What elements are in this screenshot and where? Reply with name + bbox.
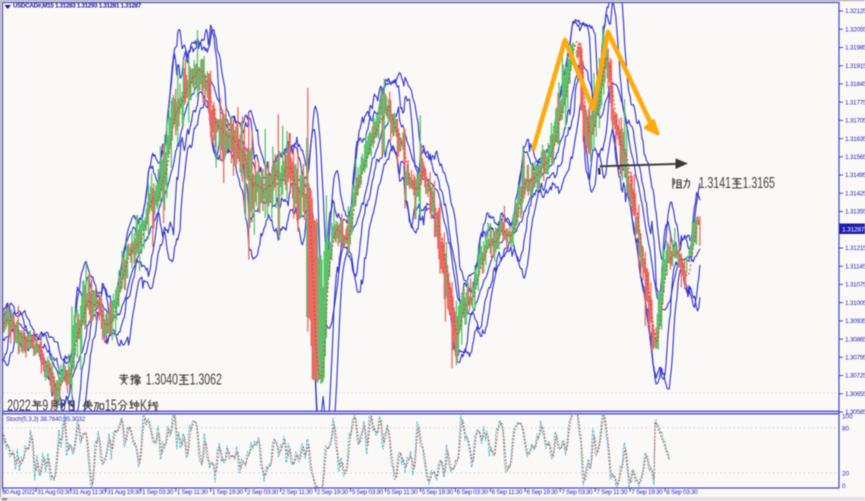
svg-text:1.31705: 1.31705 (845, 118, 865, 125)
svg-text:1.30865: 1.30865 (845, 336, 865, 343)
svg-text:1.30585: 1.30585 (845, 409, 865, 416)
svg-text:USDCAD#,M15 1.31283 1.31293 1: USDCAD#,M15 1.31283 1.31293 1.31281 1.31… (13, 3, 142, 10)
svg-text:7 Sep 11:30: 7 Sep 11:30 (596, 489, 627, 496)
svg-text:2022: 2022 (7, 396, 30, 414)
svg-text:1.31215: 1.31215 (845, 245, 865, 252)
svg-text:1.31985: 1.31985 (845, 45, 865, 52)
svg-text:7 Sep 19:30: 7 Sep 19:30 (631, 489, 663, 496)
svg-text:1 Sep 11:30: 1 Sep 11:30 (177, 489, 208, 496)
svg-text:1.32055: 1.32055 (845, 26, 865, 33)
svg-text:5 Sep 19:30: 5 Sep 19:30 (422, 489, 454, 496)
svg-text:31 Aug 19:30: 31 Aug 19:30 (107, 489, 142, 496)
svg-text:1.31005: 1.31005 (845, 300, 865, 307)
svg-text:1.32125: 1.32125 (845, 8, 865, 15)
svg-text:7 Sep 03:30: 7 Sep 03:30 (561, 489, 593, 496)
svg-text:9: 9 (42, 396, 48, 414)
svg-text:1.3040: 1.3040 (146, 370, 178, 388)
svg-text:1.30935: 1.30935 (845, 318, 865, 325)
svg-text:8 Sep 03:30: 8 Sep 03:30 (666, 489, 698, 496)
svg-text:Stoch(5,3,3) 38.7640 35.3032: Stoch(5,3,3) 38.7640 35.3032 (6, 416, 86, 423)
svg-text:6 Sep 03:30: 6 Sep 03:30 (457, 489, 489, 496)
svg-text:1 Sep 19:30: 1 Sep 19:30 (212, 489, 244, 496)
svg-text:2 Sep 19:30: 2 Sep 19:30 (317, 489, 349, 496)
svg-text:1.31565: 1.31565 (845, 154, 865, 161)
svg-text:6 Sep 11:30: 6 Sep 11:30 (492, 489, 523, 496)
svg-text:5 Sep 03:30: 5 Sep 03:30 (352, 489, 384, 496)
svg-text:8: 8 (60, 396, 66, 414)
svg-text:1.31145: 1.31145 (845, 263, 865, 270)
svg-text:1.31495: 1.31495 (845, 172, 865, 179)
svg-text:31 Aug 11:30: 31 Aug 11:30 (72, 489, 106, 496)
svg-text:1 Sep 03:30: 1 Sep 03:30 (142, 489, 174, 496)
svg-text:80: 80 (842, 426, 850, 433)
svg-text:2 Sep 03:30: 2 Sep 03:30 (247, 489, 279, 496)
svg-text:0: 0 (842, 483, 846, 490)
svg-text:1.31075: 1.31075 (845, 282, 865, 289)
svg-text:5 Sep 11:30: 5 Sep 11:30 (387, 489, 418, 496)
svg-text:1.31845: 1.31845 (845, 81, 865, 88)
svg-text:1.31287: 1.31287 (842, 226, 865, 233)
svg-text:1.30655: 1.30655 (845, 391, 865, 398)
svg-text:1.3141: 1.3141 (699, 174, 731, 192)
svg-text:20: 20 (842, 471, 850, 478)
svg-text:1.31635: 1.31635 (845, 136, 865, 143)
svg-text:15: 15 (105, 396, 117, 414)
svg-text:6 Sep 19:30: 6 Sep 19:30 (527, 489, 559, 496)
svg-text:31 Aug 03:30: 31 Aug 03:30 (37, 489, 72, 496)
svg-text:1.31915: 1.31915 (845, 63, 865, 70)
svg-text:1.30725: 1.30725 (845, 373, 865, 380)
svg-text:100: 100 (842, 414, 853, 421)
svg-text:1.31425: 1.31425 (845, 191, 865, 198)
svg-text:30 Aug 2022: 30 Aug 2022 (2, 489, 35, 496)
svg-text:1.3165: 1.3165 (743, 174, 775, 192)
svg-text:1.30795: 1.30795 (845, 355, 865, 362)
svg-text:1.31775: 1.31775 (845, 99, 865, 106)
svg-text:2 Sep 11:30: 2 Sep 11:30 (282, 489, 313, 496)
svg-text:1.31355: 1.31355 (845, 209, 865, 216)
svg-text:K: K (140, 396, 147, 414)
svg-text:1.3062: 1.3062 (190, 370, 222, 388)
